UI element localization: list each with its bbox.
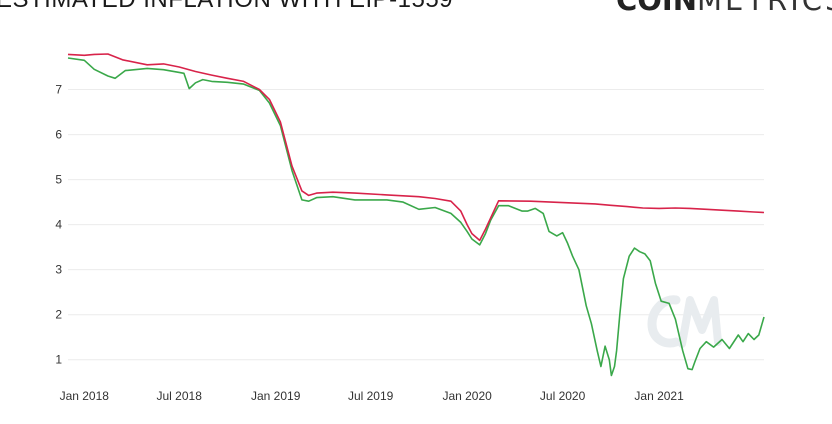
logo-light-text: METRICS [697,0,832,17]
series-lines [67,53,765,377]
chart-title: ESTIMATED INFLATION WITH EIP-1559 [0,0,453,14]
y-tick-label: 5 [55,173,62,187]
x-axis-ticks: Jan 2018 Jul 2018 Jan 2019 Jul 2019 Jan 2020… [60,389,685,403]
lower-series-line [67,57,765,377]
x-tick-label: Jan 2018 [60,389,110,403]
x-tick-label: Jul 2018 [157,389,203,403]
y-tick-label: 2 [55,308,62,322]
cm-watermark-icon [647,295,722,348]
y-tick-label: 3 [55,263,62,277]
x-tick-label: Jan 2020 [442,389,492,403]
x-tick-label: Jul 2020 [540,389,586,403]
y-tick-label: 1 [55,353,62,367]
x-tick-label: Jul 2019 [348,389,394,403]
logo-bold-text: COIN [616,0,697,17]
y-tick-label: 4 [55,218,62,232]
x-tick-label: Jan 2019 [251,389,301,403]
coinmetrics-logo: COINMETRICS [616,0,832,16]
y-axis-ticks: 1 2 3 4 5 6 7 [55,83,62,367]
upper-series-line [67,53,765,242]
x-tick-label: Jan 2021 [634,389,684,403]
y-tick-label: 7 [55,83,62,97]
gridlines [68,89,764,361]
y-tick-label: 6 [55,128,62,142]
